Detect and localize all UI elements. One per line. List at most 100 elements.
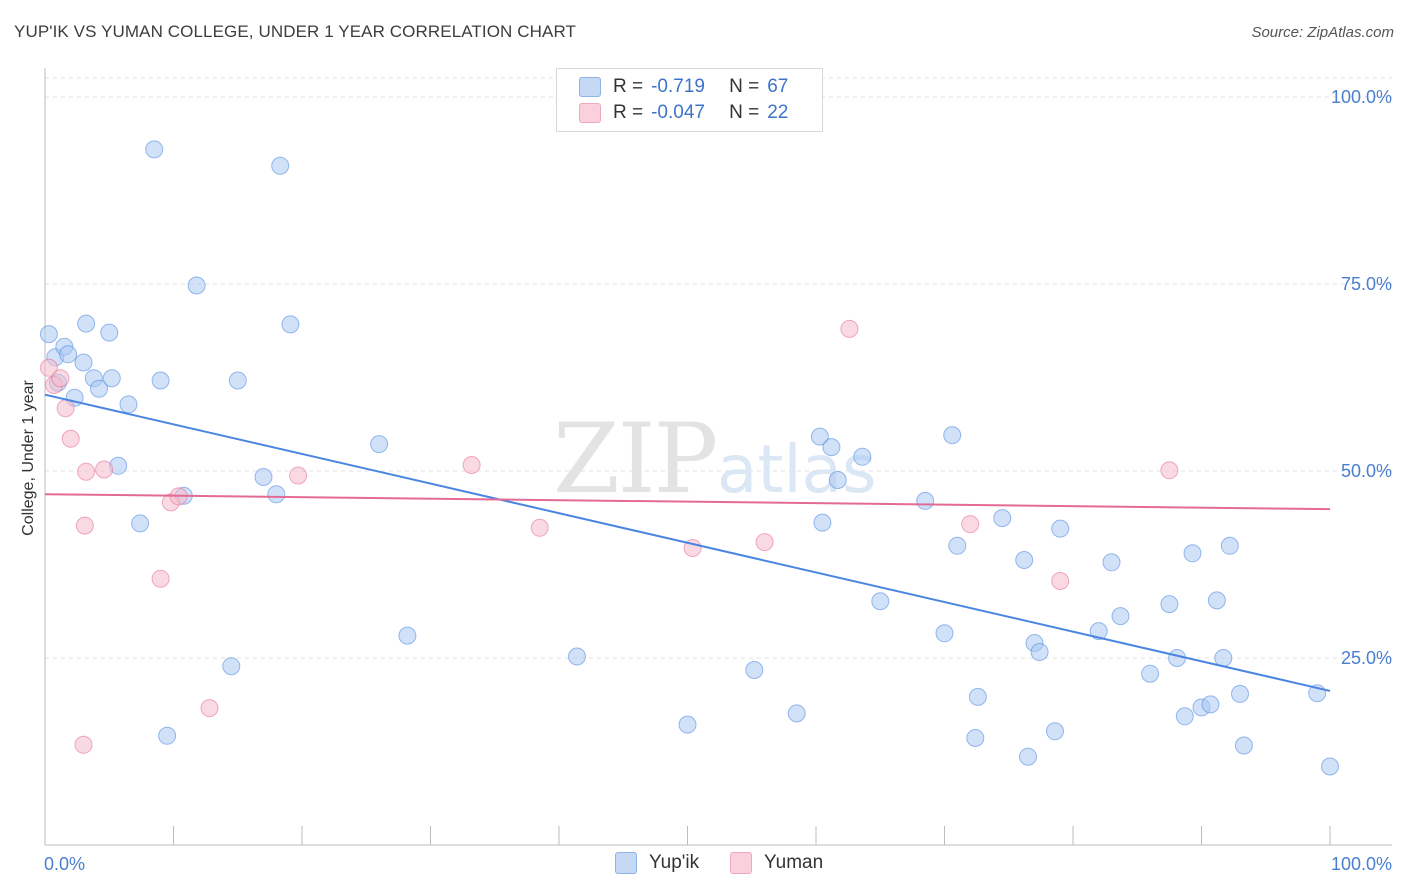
data-point [289,466,308,485]
data-point [77,314,96,333]
data-point [254,468,273,486]
data-point [74,735,93,754]
data-point [1015,551,1034,569]
data-point [1175,707,1194,726]
data-point [151,569,170,588]
data-point [90,379,108,398]
legend-row-yupik: R = -0.719 N = 67 [579,75,788,99]
legend-n-value: 22 [767,102,789,123]
chart-title: YUP'IK VS YUMAN COLLEGE, UNDER 1 YEAR CO… [14,22,577,41]
data-point [916,491,935,510]
data-point [961,515,980,534]
data-point [1019,747,1037,766]
data-point [151,371,170,390]
data-point [398,626,417,645]
series-legend-yuman: Yuman [730,852,823,874]
series-label-yupik: Yup'ik [649,852,700,873]
data-point [1089,622,1108,641]
data-point [828,471,847,489]
y-tick-label: 50.0% [1341,461,1392,481]
trend-lines [44,393,1331,692]
data-point [943,426,962,445]
data-point [462,456,481,474]
y-tick-label: 100.0% [1331,87,1392,107]
series-label-yuman: Yuman [764,852,824,873]
data-point [61,429,80,448]
watermark-atlas: atlas [717,431,877,508]
data-point [1046,722,1064,741]
data-point [39,325,58,344]
x-tick-label: 100.0% [1331,854,1392,874]
data-point [77,462,96,481]
trend-line-yupik [44,393,1331,692]
series-legend: Yup'ik Yuman [0,852,1406,878]
legend-r-value: -0.047 [651,102,705,123]
legend-r-label: R = [613,102,644,123]
data-point [993,509,1012,528]
data-point [1051,572,1070,590]
data-point [51,369,70,388]
data-point [1201,695,1220,714]
data-point [678,715,697,734]
data-point [530,518,549,537]
data-point [1030,643,1049,661]
data-point [145,140,164,159]
data-point [1183,544,1202,563]
data-point [787,704,806,723]
data-point [1220,536,1239,555]
data-point [370,435,389,454]
data-point [271,156,290,175]
source-label: Source: ZipAtlas.com [1251,24,1394,41]
data-point [871,592,890,611]
data-point [59,345,78,364]
data-point [267,485,286,504]
data-point [200,699,219,718]
data-point [39,358,58,377]
data-point [1321,757,1339,776]
data-point [228,371,247,390]
data-point [822,438,841,457]
data-point [281,315,300,334]
data-point [131,514,150,533]
data-point [158,726,177,745]
trend-line-yuman [44,493,1331,511]
data-point [1111,607,1130,626]
data-point [1231,684,1249,703]
series-swatch-yuman [730,852,752,874]
data-point [966,729,985,747]
data-point [1234,736,1253,755]
x-tick-label: 0.0% [44,854,85,874]
data-point [222,657,241,676]
watermark-zip: ZIP [553,403,716,515]
data-point [853,447,872,466]
legend-row-yuman: R = -0.047 N = 22 [579,101,788,125]
data-point [1207,591,1226,610]
data-point [1160,595,1179,614]
series-points-yuman [39,319,1179,754]
y-tick-label: 25.0% [1341,648,1392,668]
grid-lines [45,77,1392,659]
data-point [1160,461,1179,480]
legend-n-value: 67 [767,76,789,97]
data-point [74,353,93,372]
data-point [1141,664,1160,683]
data-point [95,460,114,479]
axes [44,68,1392,846]
legend-r-label: R = [613,76,644,97]
data-point [745,661,764,679]
data-point [810,427,829,446]
tick-labels: 100.0% 75.0% 50.0% 25.0% 0.0% 100.0% [44,87,1392,874]
data-point [187,276,206,295]
data-point [935,624,954,643]
data-point [948,536,967,555]
legend-n-label: N = [729,76,760,97]
data-point [56,399,75,418]
y-axis-label: College, Under 1 year [20,380,37,536]
series-legend-yupik: Yup'ik [615,852,699,874]
data-point [1051,519,1070,538]
data-point [813,513,832,532]
data-point [968,687,987,706]
legend-n-label: N = [729,102,760,123]
data-point [755,533,774,552]
